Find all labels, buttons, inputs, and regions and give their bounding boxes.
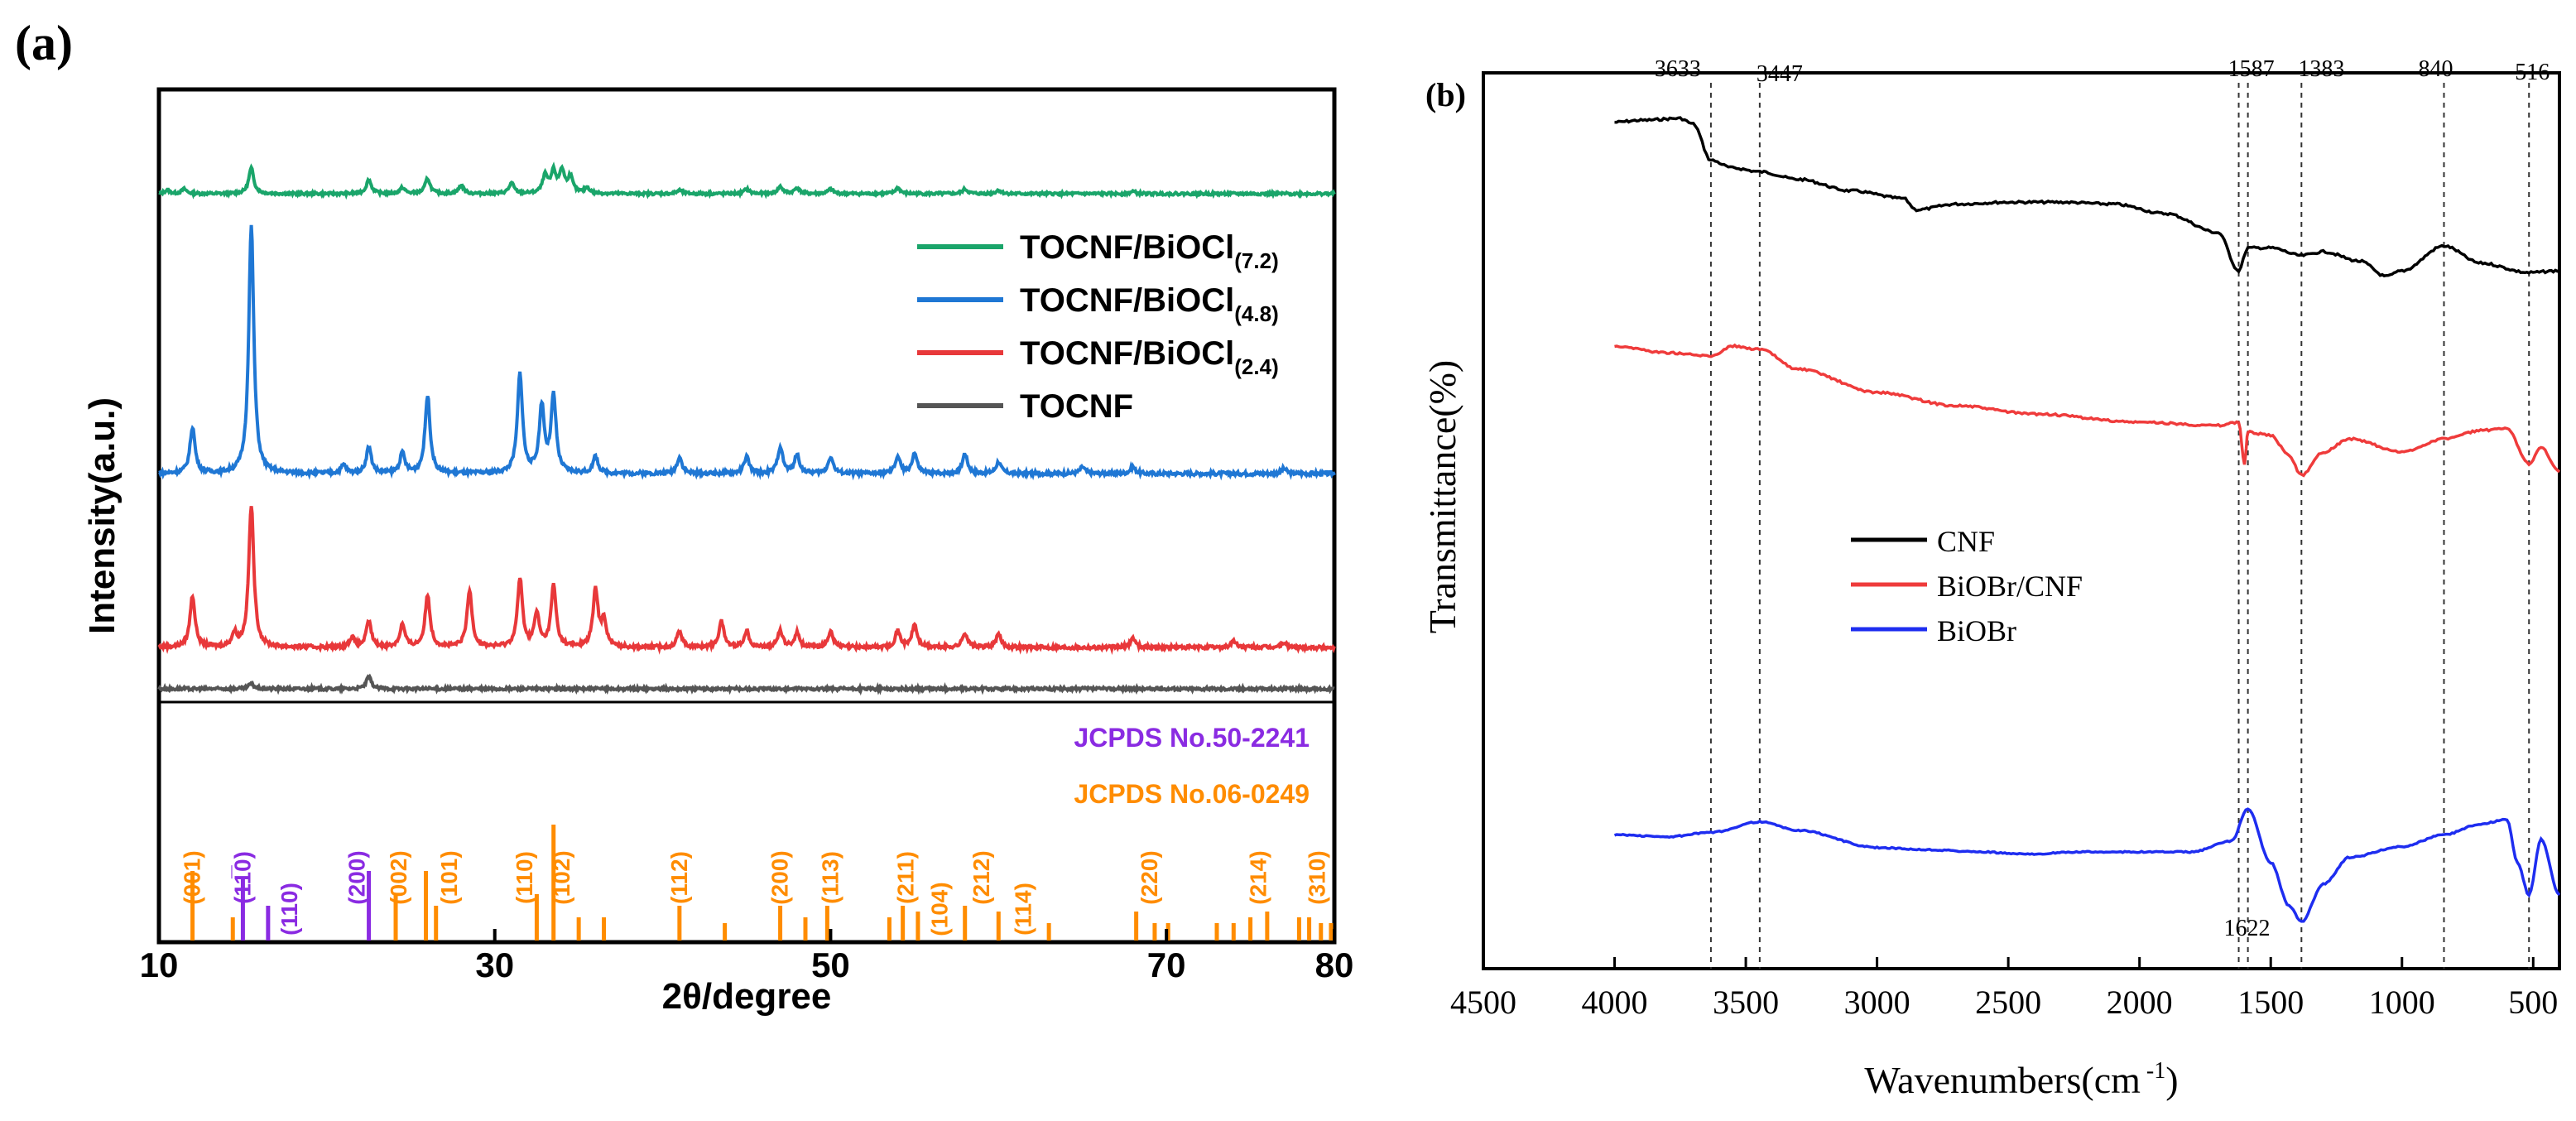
miller-label: (113) bbox=[817, 851, 843, 904]
panel-a-y-axis-label: Intensity(a.u.) bbox=[82, 397, 123, 634]
series-line-1 bbox=[158, 224, 1336, 481]
miller-label: (220) bbox=[1137, 850, 1162, 904]
x-tick-label: 2500 bbox=[1975, 984, 2041, 1021]
wavenumber-marker-label: 516 bbox=[2515, 60, 2550, 85]
panel-b-y-axis-label: Transmittance(%) bbox=[1421, 360, 1463, 633]
miller-label: (001) bbox=[180, 850, 205, 904]
x-tick-label: 3000 bbox=[1844, 984, 1910, 1021]
legend-label: TOCNF/BiOCl(2.4) bbox=[1020, 335, 1279, 379]
x-tick-label: 1500 bbox=[2237, 984, 2304, 1021]
panel-a-x-axis-label: 2θ/degree bbox=[662, 976, 832, 1017]
miller-label: (110) bbox=[276, 883, 302, 936]
x-tick-label: 2000 bbox=[2107, 984, 2173, 1021]
legend-label: CNF bbox=[1937, 525, 1995, 558]
legend-label: BiOBr bbox=[1937, 614, 2016, 647]
reference-lines bbox=[190, 825, 1334, 941]
x-axis-label-close: ) bbox=[2165, 1059, 2178, 1101]
miller-label: (211) bbox=[893, 851, 919, 904]
x-axis-label-superscript: -1 bbox=[2141, 1058, 2165, 1084]
miller-label: (114) bbox=[1011, 883, 1036, 936]
miller-label: (101) bbox=[436, 850, 462, 904]
miller-label: (200) bbox=[344, 850, 369, 904]
ftir-series-line-2 bbox=[1613, 807, 2561, 923]
miller-label: (310) bbox=[1305, 850, 1330, 904]
wavenumber-marker-label: 1383 bbox=[2298, 56, 2344, 82]
miller-index-labels: (001) (11̅0) (110) (200) (002) (101) (110) (102… bbox=[180, 850, 1330, 936]
panel-b-x-ticks: 4500 4000 3500 3000 2500 2000 1500 1000 500 bbox=[1450, 957, 2558, 1021]
miller-label: (11̅0) bbox=[229, 851, 255, 904]
miller-label: (112) bbox=[666, 851, 692, 904]
panel-b-label: (b) bbox=[1425, 76, 1466, 113]
x-tick-label: 3500 bbox=[1713, 984, 1779, 1021]
legend-label: BiOBr/CNF bbox=[1937, 570, 2083, 603]
panel-a: (a) (001) (11̅0) (110) (200) (002) (101) (110)… bbox=[15, 16, 1353, 1017]
wavenumber-marker-label: 1622 bbox=[2224, 916, 2271, 941]
ftir-series-line-0 bbox=[1614, 116, 2560, 278]
xrd-series bbox=[157, 161, 1336, 696]
series-line-3 bbox=[157, 673, 1335, 696]
panel-a-legend: TOCNF/BiOCl(7.2) TOCNF/BiOCl(4.8) TOCNF/Bi… bbox=[917, 229, 1279, 425]
x-axis-label-main: Wavenumbers(cm bbox=[1864, 1059, 2141, 1101]
panel-a-label: (a) bbox=[15, 16, 73, 70]
x-tick-label: 10 bbox=[140, 945, 179, 984]
x-tick-label: 30 bbox=[475, 945, 514, 984]
jcpds-50-2241-label: JCPDS No.50-2241 bbox=[1074, 723, 1310, 753]
miller-label: (102) bbox=[549, 850, 574, 904]
legend-label: TOCNF bbox=[1020, 388, 1133, 425]
panel-b-plot-frame bbox=[1482, 71, 2561, 970]
x-tick-label: 50 bbox=[811, 945, 850, 984]
miller-label: (110) bbox=[512, 851, 537, 904]
series-line-2 bbox=[157, 506, 1336, 656]
x-tick-label: 500 bbox=[2508, 984, 2558, 1021]
miller-label: (104) bbox=[926, 882, 952, 936]
miller-label: (214) bbox=[1246, 850, 1271, 904]
miller-label: (212) bbox=[968, 850, 994, 904]
x-tick-label: 70 bbox=[1147, 945, 1186, 984]
x-tick-label: 1000 bbox=[2369, 984, 2435, 1021]
panel-b-x-axis-label: Wavenumbers(cm -1) bbox=[1864, 1058, 2178, 1101]
wavenumber-marker-label: 3447 bbox=[1757, 61, 1803, 87]
wavenumber-marker-label: 840 bbox=[2418, 56, 2453, 82]
panel-a-x-ticks: 10 30 50 70 80 bbox=[140, 929, 1354, 984]
panel-b-legend: CNF BiOBr/CNF BiOBr bbox=[1851, 525, 2083, 647]
jcpds-06-0249-label: JCPDS No.06-0249 bbox=[1074, 779, 1310, 809]
ftir-series bbox=[1613, 116, 2561, 923]
legend-label: TOCNF/BiOCl(4.8) bbox=[1020, 282, 1279, 326]
ftir-series-line-1 bbox=[1614, 343, 2561, 478]
x-tick-label: 4000 bbox=[1582, 984, 1648, 1021]
legend-label: TOCNF/BiOCl(7.2) bbox=[1020, 229, 1279, 273]
wavenumber-marker-label: 3633 bbox=[1655, 56, 1701, 82]
panel-a-plot-frame bbox=[156, 87, 1337, 945]
series-line-0 bbox=[158, 161, 1336, 200]
miller-label: (200) bbox=[767, 850, 793, 904]
x-tick-label: 80 bbox=[1315, 945, 1354, 984]
x-tick-label: 4500 bbox=[1450, 984, 1516, 1021]
wavenumber-marker-label: 1587 bbox=[2228, 56, 2275, 82]
wavenumber-markers: 3633 3447 1622 1587 1383 840 516 bbox=[1655, 56, 2550, 969]
miller-label: (002) bbox=[386, 850, 411, 904]
